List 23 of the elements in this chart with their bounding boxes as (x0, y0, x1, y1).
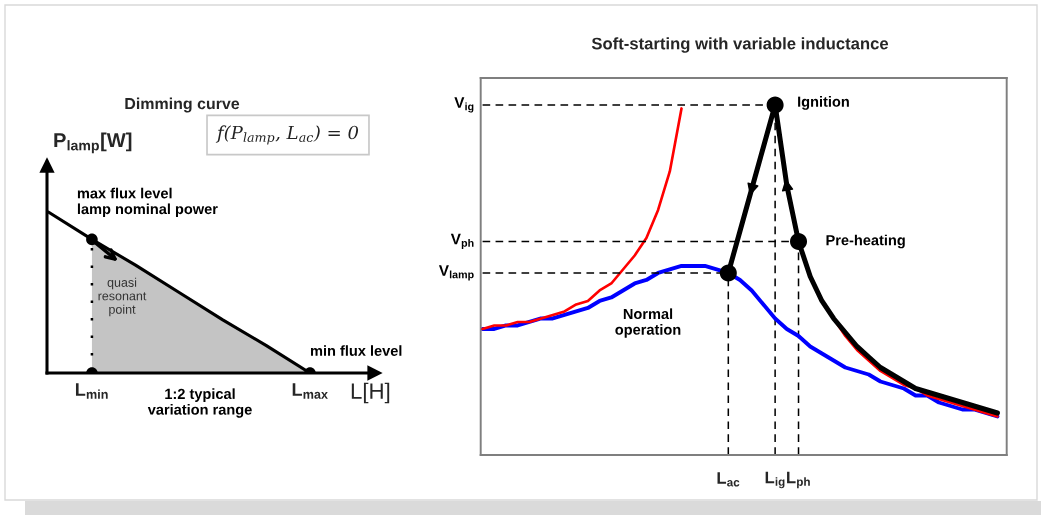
annotation: max flux level lamp nominal power (77, 187, 218, 218)
x-axis-title: L[H] (351, 382, 390, 404)
x-tick-label: L$_{max}$ (292, 383, 328, 399)
chart-title: Dimming curve (125, 97, 240, 113)
series-label: V$_{lamp}$ (438, 265, 474, 281)
point (790, 232, 808, 250)
x-tick-label: L$_{min}$ (75, 383, 108, 399)
text: 1:2 typical variation range (147, 388, 252, 418)
annotation: Ignition (798, 96, 849, 110)
annotation: quasi resonant point (98, 277, 147, 317)
annotation: min flux level (310, 345, 402, 356)
y-axis-title: P$_{lamp}$[W] (54, 132, 132, 154)
series-label: V$_{ig}$ (454, 97, 474, 113)
chart-subtitle: f(P$_{lamp}$, L$_{ac}$) = 0 (215, 125, 359, 145)
point (766, 96, 784, 114)
annotation: Pre-heating (826, 234, 905, 249)
annotation: Normal operation (615, 308, 681, 338)
x-tick-label: L$_{ph}$ (787, 471, 810, 489)
chart-title: Soft-starting with variable inductance (591, 37, 889, 53)
x-tick-label: L$_{ac}$ (717, 472, 740, 487)
x-tick-label: L$_{ig}$ (765, 471, 785, 489)
point (719, 264, 737, 282)
series-label: V$_{ph}$ (450, 233, 474, 249)
